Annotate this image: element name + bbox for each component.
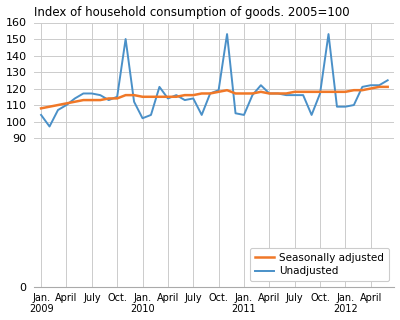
Unadjusted xyxy=(123,37,128,41)
Seasonally adjusted xyxy=(81,98,86,102)
Seasonally adjusted xyxy=(309,90,314,94)
Seasonally adjusted xyxy=(157,95,162,99)
Unadjusted xyxy=(39,113,44,117)
Unadjusted xyxy=(98,93,103,97)
Seasonally adjusted xyxy=(233,92,238,95)
Unadjusted xyxy=(208,92,212,95)
Unadjusted xyxy=(115,95,120,99)
Unadjusted xyxy=(191,97,196,100)
Unadjusted xyxy=(242,113,246,117)
Seasonally adjusted xyxy=(284,92,289,95)
Unadjusted xyxy=(343,105,348,108)
Seasonally adjusted xyxy=(56,103,60,107)
Seasonally adjusted xyxy=(334,90,339,94)
Line: Unadjusted: Unadjusted xyxy=(41,34,388,126)
Unadjusted xyxy=(56,108,60,112)
Seasonally adjusted xyxy=(343,90,348,94)
Unadjusted xyxy=(318,92,322,95)
Line: Seasonally adjusted: Seasonally adjusted xyxy=(41,87,388,108)
Unadjusted xyxy=(157,85,162,89)
Unadjusted xyxy=(166,97,170,100)
Unadjusted xyxy=(199,113,204,117)
Unadjusted xyxy=(174,93,179,97)
Seasonally adjusted xyxy=(140,95,145,99)
Unadjusted xyxy=(250,93,255,97)
Seasonally adjusted xyxy=(275,92,280,95)
Unadjusted xyxy=(309,113,314,117)
Unadjusted xyxy=(385,78,390,82)
Unadjusted xyxy=(148,113,153,117)
Seasonally adjusted xyxy=(250,92,255,95)
Unadjusted xyxy=(360,85,365,89)
Unadjusted xyxy=(233,111,238,115)
Seasonally adjusted xyxy=(292,90,297,94)
Seasonally adjusted xyxy=(191,93,196,97)
Unadjusted xyxy=(334,105,339,108)
Unadjusted xyxy=(132,100,136,104)
Unadjusted xyxy=(90,92,94,95)
Seasonally adjusted xyxy=(166,95,170,99)
Seasonally adjusted xyxy=(106,97,111,100)
Seasonally adjusted xyxy=(225,88,230,92)
Seasonally adjusted xyxy=(39,107,44,110)
Seasonally adjusted xyxy=(352,88,356,92)
Unadjusted xyxy=(377,83,382,87)
Unadjusted xyxy=(301,93,306,97)
Seasonally adjusted xyxy=(174,95,179,99)
Seasonally adjusted xyxy=(377,85,382,89)
Unadjusted xyxy=(284,93,289,97)
Unadjusted xyxy=(47,124,52,128)
Unadjusted xyxy=(225,32,230,36)
Unadjusted xyxy=(368,83,373,87)
Unadjusted xyxy=(352,103,356,107)
Unadjusted xyxy=(275,92,280,95)
Unadjusted xyxy=(258,83,263,87)
Seasonally adjusted xyxy=(123,93,128,97)
Unadjusted xyxy=(267,92,272,95)
Seasonally adjusted xyxy=(326,90,331,94)
Seasonally adjusted xyxy=(115,97,120,100)
Seasonally adjusted xyxy=(216,90,221,94)
Seasonally adjusted xyxy=(199,92,204,95)
Seasonally adjusted xyxy=(182,93,187,97)
Seasonally adjusted xyxy=(385,85,390,89)
Seasonally adjusted xyxy=(148,95,153,99)
Seasonally adjusted xyxy=(301,90,306,94)
Seasonally adjusted xyxy=(72,100,77,104)
Unadjusted xyxy=(106,98,111,102)
Seasonally adjusted xyxy=(318,90,322,94)
Unadjusted xyxy=(182,98,187,102)
Unadjusted xyxy=(81,92,86,95)
Seasonally adjusted xyxy=(64,101,69,105)
Seasonally adjusted xyxy=(208,92,212,95)
Seasonally adjusted xyxy=(368,87,373,91)
Text: Index of household consumption of goods. 2005=100: Index of household consumption of goods.… xyxy=(34,5,350,19)
Seasonally adjusted xyxy=(267,92,272,95)
Seasonally adjusted xyxy=(242,92,246,95)
Unadjusted xyxy=(292,93,297,97)
Unadjusted xyxy=(64,103,69,107)
Seasonally adjusted xyxy=(98,98,103,102)
Seasonally adjusted xyxy=(258,90,263,94)
Seasonally adjusted xyxy=(90,98,94,102)
Seasonally adjusted xyxy=(132,93,136,97)
Unadjusted xyxy=(72,97,77,100)
Unadjusted xyxy=(326,32,331,36)
Seasonally adjusted xyxy=(47,105,52,108)
Unadjusted xyxy=(216,88,221,92)
Legend: Seasonally adjusted, Unadjusted: Seasonally adjusted, Unadjusted xyxy=(250,248,389,281)
Seasonally adjusted xyxy=(360,88,365,92)
Unadjusted xyxy=(140,116,145,120)
